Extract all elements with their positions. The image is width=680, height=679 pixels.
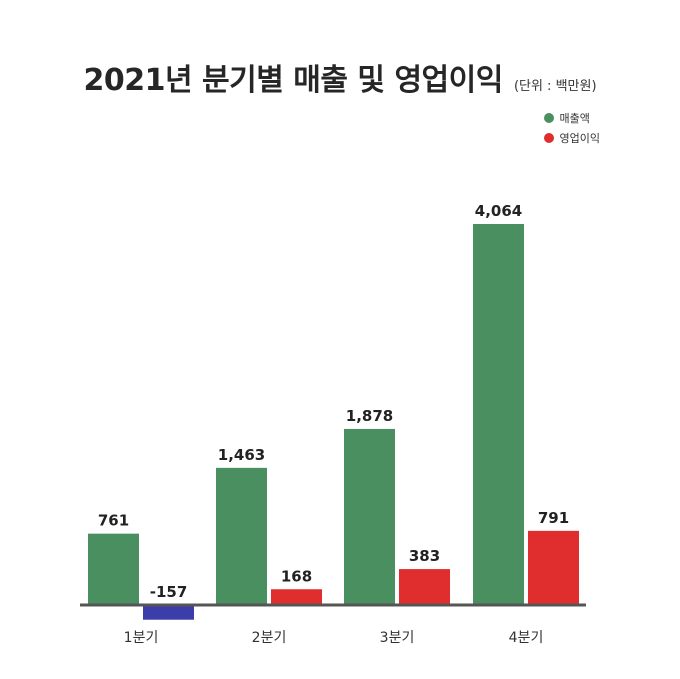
legend-label-sales: 매출액 [559, 112, 590, 125]
bar-sales-q2 [216, 467, 267, 605]
legend-marker-sales [543, 113, 554, 123]
data-label-sales-q4: 4,064 [475, 202, 522, 220]
legend-item-sales: 매출액 [543, 108, 600, 128]
legend-label-operating-profit: 영업이익 [559, 132, 600, 145]
bar-operating-profit-q3 [399, 569, 450, 605]
category-label-q3: 3분기 [380, 630, 415, 646]
bar-sales-q1 [88, 533, 139, 605]
bar-operating-profit-q2 [271, 589, 322, 605]
category-label-q4: 4분기 [509, 630, 544, 646]
data-label-operating-profit-q4: 791 [538, 509, 569, 527]
unit-label: (단위 : 백만원) [513, 79, 597, 94]
category-label-q1: 1분기 [124, 630, 159, 646]
bar-sales-q3 [344, 428, 395, 605]
data-label-operating-profit-q2: 168 [281, 567, 312, 585]
bar-operating-profit-q4 [528, 530, 579, 605]
data-label-operating-profit-q3: 383 [409, 547, 440, 565]
legend: 매출액 영업이익 [543, 108, 600, 148]
bar-operating-profit-q1 [143, 605, 194, 620]
category-label-q2: 2분기 [252, 630, 287, 646]
data-label-operating-profit-q1: -157 [150, 583, 188, 601]
bar-sales-q4 [473, 224, 524, 605]
legend-item-operating-profit: 영업이익 [543, 128, 600, 148]
chart-title-row: 2021년 분기별 매출 및 영업이익 (단위 : 백만원) [0, 55, 680, 99]
chart-title: 2021년 분기별 매출 및 영업이익 [83, 63, 503, 98]
data-label-sales-q1: 761 [98, 512, 129, 530]
data-label-sales-q2: 1,463 [218, 446, 265, 464]
data-label-sales-q3: 1,878 [346, 407, 393, 425]
legend-marker-operating-profit [543, 133, 554, 143]
